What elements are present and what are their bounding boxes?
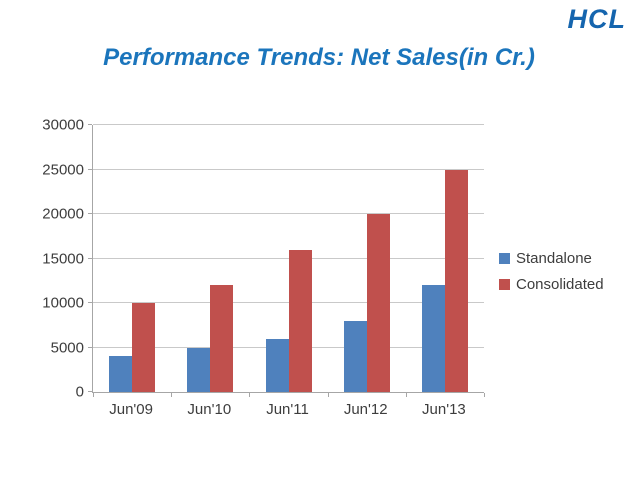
bar-standalone-jun12 (343, 320, 367, 392)
legend-item-consolidated: Consolidated (499, 276, 604, 293)
bar-standalone-jun10 (187, 347, 211, 392)
bar-consolidated-jun09 (132, 303, 156, 392)
gridline (93, 213, 484, 214)
y-axis-label: 25000 (42, 161, 84, 178)
x-axis-tick (171, 393, 173, 397)
y-axis-tick (88, 346, 92, 348)
x-axis-label: Jun'12 (343, 401, 388, 418)
chart-legend: Standalone Consolidated (499, 250, 604, 293)
y-axis-label: 5000 (50, 339, 84, 356)
x-axis-tick (249, 393, 251, 397)
y-axis-tick (88, 391, 92, 392)
gridline (93, 124, 484, 125)
x-axis-label: Jun'10 (187, 401, 232, 418)
x-axis-tick (93, 393, 94, 397)
bar-standalone-jun09 (109, 356, 133, 392)
bar-consolidated-jun13 (444, 169, 468, 392)
legend-item-standalone: Standalone (499, 250, 604, 267)
chart-title: Performance Trends: Net Sales(in Cr.) (103, 44, 535, 71)
y-axis-tick (88, 168, 92, 170)
x-axis-tick (327, 393, 329, 397)
x-axis-label: Jun'09 (109, 401, 153, 418)
x-axis-label: Jun'11 (266, 401, 309, 418)
y-axis-tick (88, 213, 92, 214)
y-axis-label: 15000 (42, 250, 84, 267)
y-axis-tick (88, 302, 92, 303)
legend-label: Standalone (516, 250, 592, 267)
y-axis-tick (88, 257, 92, 259)
y-axis-label: 20000 (42, 205, 84, 223)
plot-area (88, 124, 485, 397)
legend-label: Consolidated (516, 276, 604, 293)
x-axis-tick (484, 393, 485, 397)
bar-standalone-jun11 (265, 338, 289, 392)
x-axis-tick (405, 393, 407, 397)
legend-swatch-icon (499, 279, 510, 290)
bar-standalone-jun13 (421, 285, 445, 392)
legend-swatch-icon (499, 253, 510, 264)
y-axis-label: 0 (75, 383, 84, 401)
y-axis-label: 10000 (42, 294, 84, 312)
gridline (93, 168, 484, 170)
bar-consolidated-jun12 (366, 214, 390, 392)
hcl-logo: HCL (567, 4, 626, 34)
bar-consolidated-jun10 (210, 285, 234, 392)
x-axis-label: Jun'13 (422, 401, 466, 418)
bar-consolidated-jun11 (288, 249, 312, 392)
y-axis-label: 30000 (42, 116, 84, 134)
y-axis-tick (88, 124, 92, 125)
